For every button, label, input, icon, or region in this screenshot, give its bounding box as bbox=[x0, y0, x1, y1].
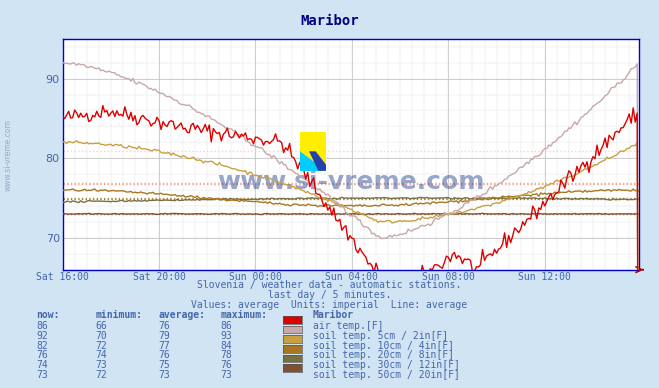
Text: soil temp. 20cm / 8in[F]: soil temp. 20cm / 8in[F] bbox=[313, 350, 454, 360]
Text: soil temp. 30cm / 12in[F]: soil temp. 30cm / 12in[F] bbox=[313, 360, 460, 370]
Text: Maribor: Maribor bbox=[313, 310, 354, 320]
Text: 93: 93 bbox=[221, 331, 233, 341]
Text: 77: 77 bbox=[158, 341, 170, 351]
Text: 70: 70 bbox=[96, 331, 107, 341]
Text: www.si-vreme.com: www.si-vreme.com bbox=[217, 170, 484, 194]
Text: 72: 72 bbox=[96, 370, 107, 380]
Text: 73: 73 bbox=[158, 370, 170, 380]
Text: 79: 79 bbox=[158, 331, 170, 341]
Text: 76: 76 bbox=[158, 350, 170, 360]
Text: www.si-vreme.com: www.si-vreme.com bbox=[3, 119, 13, 191]
Text: 92: 92 bbox=[36, 331, 48, 341]
Text: soil temp. 50cm / 20in[F]: soil temp. 50cm / 20in[F] bbox=[313, 370, 460, 380]
Text: 72: 72 bbox=[96, 341, 107, 351]
Text: soil temp. 10cm / 4in[F]: soil temp. 10cm / 4in[F] bbox=[313, 341, 454, 351]
Polygon shape bbox=[309, 151, 326, 171]
Text: 73: 73 bbox=[36, 370, 48, 380]
Text: maximum:: maximum: bbox=[221, 310, 268, 320]
Text: 78: 78 bbox=[221, 350, 233, 360]
Text: average:: average: bbox=[158, 310, 205, 320]
Text: 76: 76 bbox=[36, 350, 48, 360]
Text: 75: 75 bbox=[158, 360, 170, 370]
Text: Slovenia / weather data - automatic stations.: Slovenia / weather data - automatic stat… bbox=[197, 280, 462, 290]
Text: last day / 5 minutes.: last day / 5 minutes. bbox=[268, 290, 391, 300]
Text: soil temp. 5cm / 2in[F]: soil temp. 5cm / 2in[F] bbox=[313, 331, 448, 341]
Text: 74: 74 bbox=[96, 350, 107, 360]
Text: now:: now: bbox=[36, 310, 60, 320]
Text: minimum:: minimum: bbox=[96, 310, 142, 320]
Polygon shape bbox=[300, 132, 326, 171]
Text: 66: 66 bbox=[96, 321, 107, 331]
Text: 84: 84 bbox=[221, 341, 233, 351]
Text: 73: 73 bbox=[221, 370, 233, 380]
Text: 86: 86 bbox=[36, 321, 48, 331]
Text: 86: 86 bbox=[221, 321, 233, 331]
Text: 74: 74 bbox=[36, 360, 48, 370]
Text: 76: 76 bbox=[221, 360, 233, 370]
Text: 82: 82 bbox=[36, 341, 48, 351]
Text: Maribor: Maribor bbox=[301, 14, 358, 28]
Text: Values: average  Units: imperial  Line: average: Values: average Units: imperial Line: av… bbox=[191, 300, 468, 310]
Text: air temp.[F]: air temp.[F] bbox=[313, 321, 384, 331]
Text: 76: 76 bbox=[158, 321, 170, 331]
Text: 73: 73 bbox=[96, 360, 107, 370]
